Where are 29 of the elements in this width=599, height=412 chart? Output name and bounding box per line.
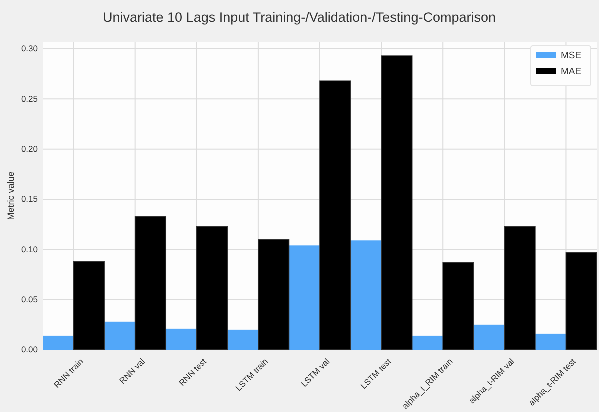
y-tick-label: 0.15: [21, 194, 38, 204]
bar: [504, 226, 536, 350]
y-tick-label: 0.00: [21, 344, 38, 355]
y-axis-title: Metric value: [6, 172, 16, 220]
bar: [535, 334, 566, 350]
chart-title: Univariate 10 Lags Input Training-/Validation-/Testing-Comparison: [103, 10, 496, 25]
bar: [442, 262, 474, 350]
y-tick-label: 0.10: [21, 244, 38, 254]
legend-label: MAE: [561, 66, 582, 78]
bar: [566, 252, 598, 350]
bar: [289, 246, 320, 350]
y-tick-label: 0.20: [21, 144, 38, 154]
bar: [134, 216, 167, 350]
bar: [320, 80, 352, 350]
bar: [350, 240, 382, 350]
bar: [166, 328, 197, 350]
bar: [412, 336, 444, 350]
bar: [104, 322, 136, 350]
bar: [228, 330, 258, 350]
bar: [43, 336, 74, 350]
bar: [73, 261, 105, 350]
bar: [474, 324, 505, 350]
y-tick-label: 0.30: [21, 44, 38, 54]
bar: [196, 226, 228, 350]
bar: [258, 239, 290, 350]
y-tick-label: 0.05: [21, 294, 38, 305]
y-tick-label: 0.25: [21, 94, 38, 104]
legend-label: MSE: [561, 50, 582, 62]
bar: [381, 56, 413, 350]
